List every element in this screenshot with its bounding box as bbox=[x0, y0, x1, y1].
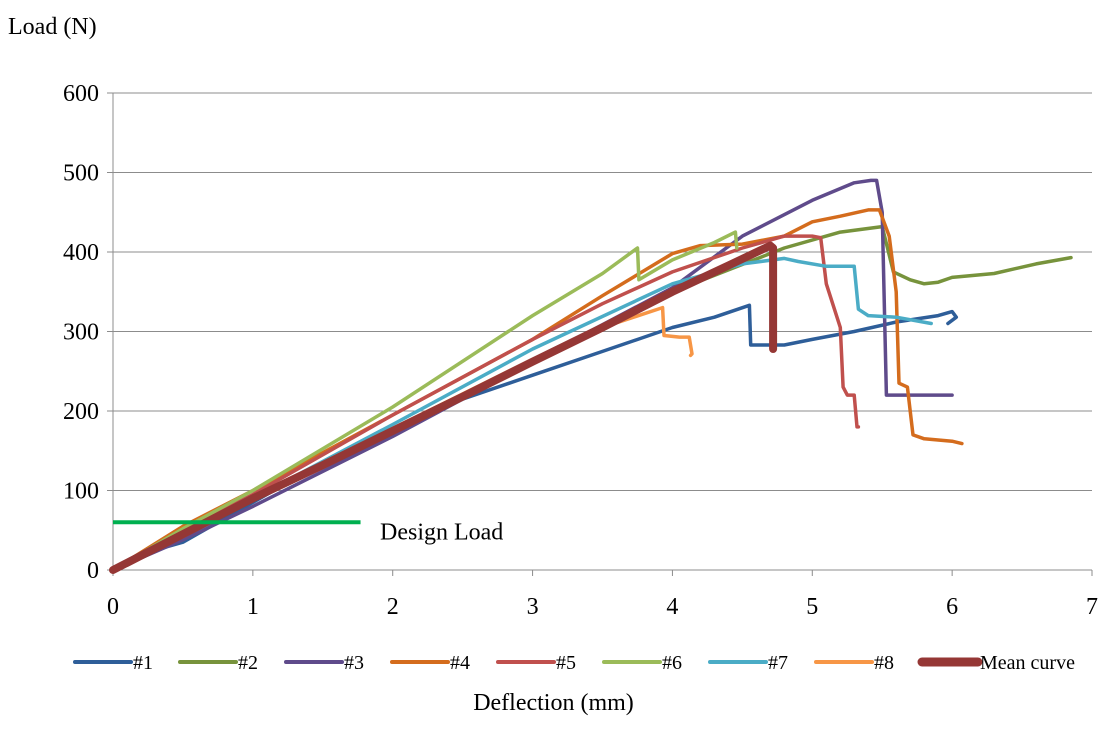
series-line-5 bbox=[111, 234, 861, 572]
gridlines bbox=[113, 92, 1092, 491]
design-load-label: Design Load bbox=[380, 519, 503, 545]
tick-labels: 0 100 200 300 400 500 600 0 1 2 3 4 5 6 7 bbox=[63, 81, 1098, 620]
y-tick-label: 300 bbox=[63, 320, 99, 346]
x-tick-label: 1 bbox=[247, 594, 259, 620]
legend-label-5: #5 bbox=[556, 652, 576, 674]
x-tick-label: 5 bbox=[806, 594, 818, 620]
legend-label-6: #6 bbox=[662, 652, 682, 674]
x-tick-label: 4 bbox=[666, 594, 678, 620]
series-line-1 bbox=[111, 303, 959, 572]
legend-label-7: #7 bbox=[768, 652, 788, 674]
y-tick-label: 200 bbox=[63, 399, 99, 425]
legend-label-3: #3 bbox=[344, 652, 364, 674]
x-tick-label: 6 bbox=[946, 594, 958, 620]
x-tick-label: 7 bbox=[1086, 594, 1098, 620]
y-tick-label: 100 bbox=[63, 479, 99, 505]
y-tick-label: 600 bbox=[63, 81, 99, 107]
x-tick-label: 3 bbox=[527, 594, 539, 620]
series-line-9 bbox=[109, 241, 778, 574]
axes bbox=[107, 92, 1093, 576]
series-line-3 bbox=[111, 178, 954, 572]
legend-label-2: #2 bbox=[238, 652, 258, 674]
x-tick-label: 0 bbox=[107, 594, 119, 620]
legend-label-4: #4 bbox=[450, 652, 470, 674]
legend-label-1: #1 bbox=[133, 652, 153, 674]
x-axis-title: Deflection (mm) bbox=[473, 690, 634, 716]
annotations: Design Load bbox=[113, 519, 503, 545]
legend: #1 #2 #3 #4 #5 #6 #7 #8 Mean curve bbox=[73, 652, 1075, 674]
x-tick-label: 2 bbox=[387, 594, 399, 620]
series-line-4 bbox=[111, 208, 964, 572]
y-axis-title: Load (N) bbox=[8, 14, 97, 40]
series-line-6 bbox=[111, 230, 739, 572]
legend-label-9: Mean curve bbox=[980, 652, 1075, 674]
y-tick-label: 500 bbox=[63, 161, 99, 187]
series-lines bbox=[109, 178, 1073, 574]
y-tick-label: 400 bbox=[63, 240, 99, 266]
y-tick-label: 0 bbox=[87, 558, 99, 584]
legend-label-8: #8 bbox=[874, 652, 894, 674]
